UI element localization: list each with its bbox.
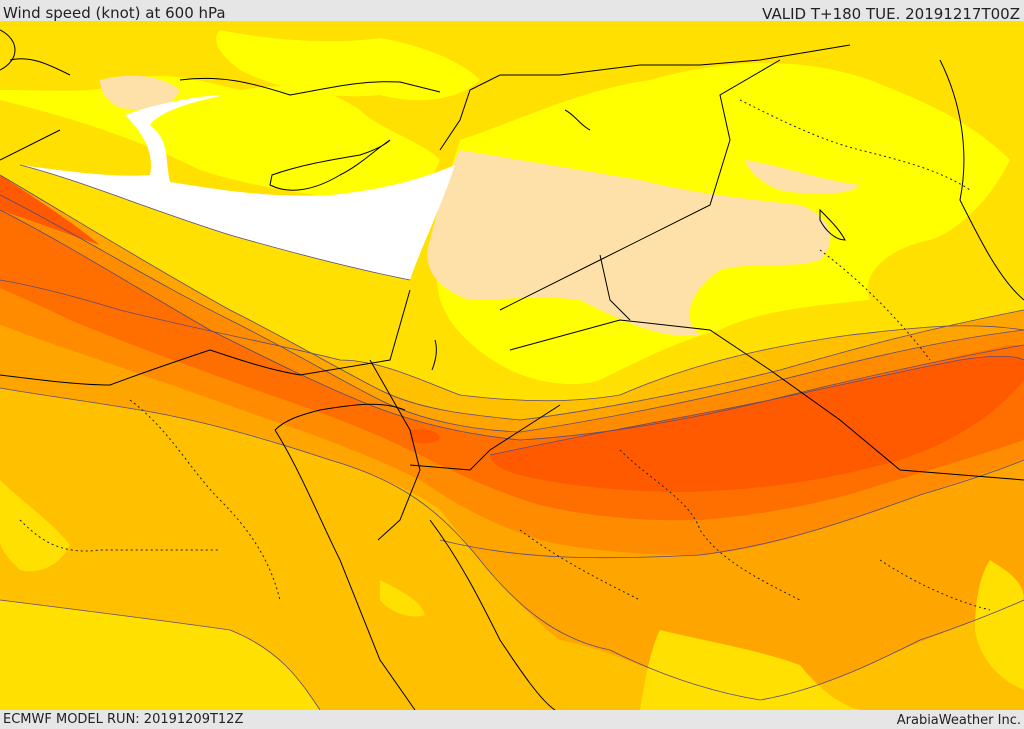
contour-pale-turkey	[100, 75, 180, 110]
footer-bar: ECMWF MODEL RUN: 20191209T12Z ArabiaWeat…	[0, 710, 1024, 729]
internal-boundaries	[19, 99, 991, 611]
contour-white-med	[20, 95, 455, 280]
country-borders	[0, 29, 1024, 710]
coastlines	[0, 58, 846, 431]
contour-orange-5-sinai	[410, 429, 440, 444]
model-run-label: ECMWF MODEL RUN: 20191209T12Z	[3, 712, 244, 727]
contour-yellow-libya	[0, 480, 70, 572]
map-title: Wind speed (knot) at 600 hPa	[3, 4, 226, 22]
valid-time: VALID T+180 TUE. 20191217T00Z	[762, 5, 1020, 23]
contour-orange-5-west	[0, 175, 100, 245]
contour-orange-5-east	[490, 356, 1024, 492]
contour-yellow-south	[0, 600, 320, 710]
wind-speed-map	[0, 21, 1024, 710]
contour-yellow-se	[975, 560, 1024, 690]
contour-light-yellow-nw	[216, 30, 480, 100]
contour-light-yellow	[0, 75, 440, 205]
credit-label: ArabiaWeather Inc.	[896, 713, 1021, 728]
contour-lines	[0, 164, 1024, 710]
contour-pale-syria	[745, 160, 860, 194]
header-bar: Wind speed (knot) at 600 hPa VALID T+180…	[0, 0, 1024, 23]
contour-pale-levant	[427, 150, 831, 336]
contour-yellow-redsea	[380, 580, 425, 617]
contour-yellow-arabia	[640, 630, 860, 710]
